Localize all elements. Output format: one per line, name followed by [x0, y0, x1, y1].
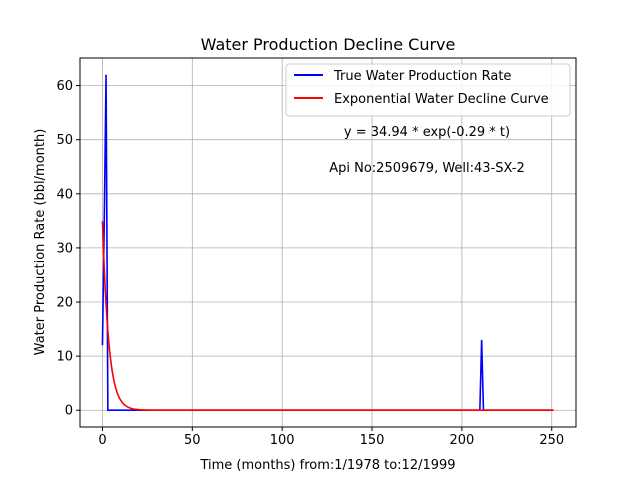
- legend: True Water Production Rate Exponential W…: [285, 63, 571, 117]
- x-tick-label: 150: [360, 433, 385, 448]
- x-tick-label: 100: [270, 433, 295, 448]
- plot-frame: [79, 57, 577, 428]
- chart-title: Water Production Decline Curve: [201, 35, 456, 54]
- axis-ticks: 0 50 100 150 200 250 0 10 20 30 40 50 60: [56, 79, 564, 448]
- equation-annotation: y = 34.94 * exp(-0.29 * t): [344, 125, 510, 140]
- series-exponential-decline: [101, 221, 554, 412]
- grid-lines: [80, 58, 576, 427]
- y-axis-label: Water Production Rate (bbl/month): [33, 129, 48, 356]
- x-tick-label: 200: [449, 433, 474, 448]
- y-tick-label: 20: [56, 296, 73, 311]
- legend-label-exponential-curve: Exponential Water Decline Curve: [334, 92, 549, 107]
- x-axis-label: Time (months) from:1/1978 to:12/1999: [199, 458, 455, 473]
- well-annotation: Api No:2509679, Well:43-SX-2: [329, 161, 525, 176]
- y-tick-label: 60: [56, 79, 73, 94]
- y-tick-label: 50: [56, 133, 73, 148]
- y-tick-label: 0: [65, 404, 73, 419]
- legend-box: [285, 63, 571, 117]
- x-tick-label: 50: [184, 433, 201, 448]
- y-tick-label: 10: [56, 350, 73, 365]
- y-tick-label: 40: [56, 187, 73, 202]
- plot-lines: [101, 74, 554, 412]
- x-tick-label: 0: [98, 433, 106, 448]
- x-tick-label: 250: [539, 433, 564, 448]
- legend-label-true-rate: True Water Production Rate: [333, 69, 511, 84]
- y-tick-label: 30: [56, 241, 73, 256]
